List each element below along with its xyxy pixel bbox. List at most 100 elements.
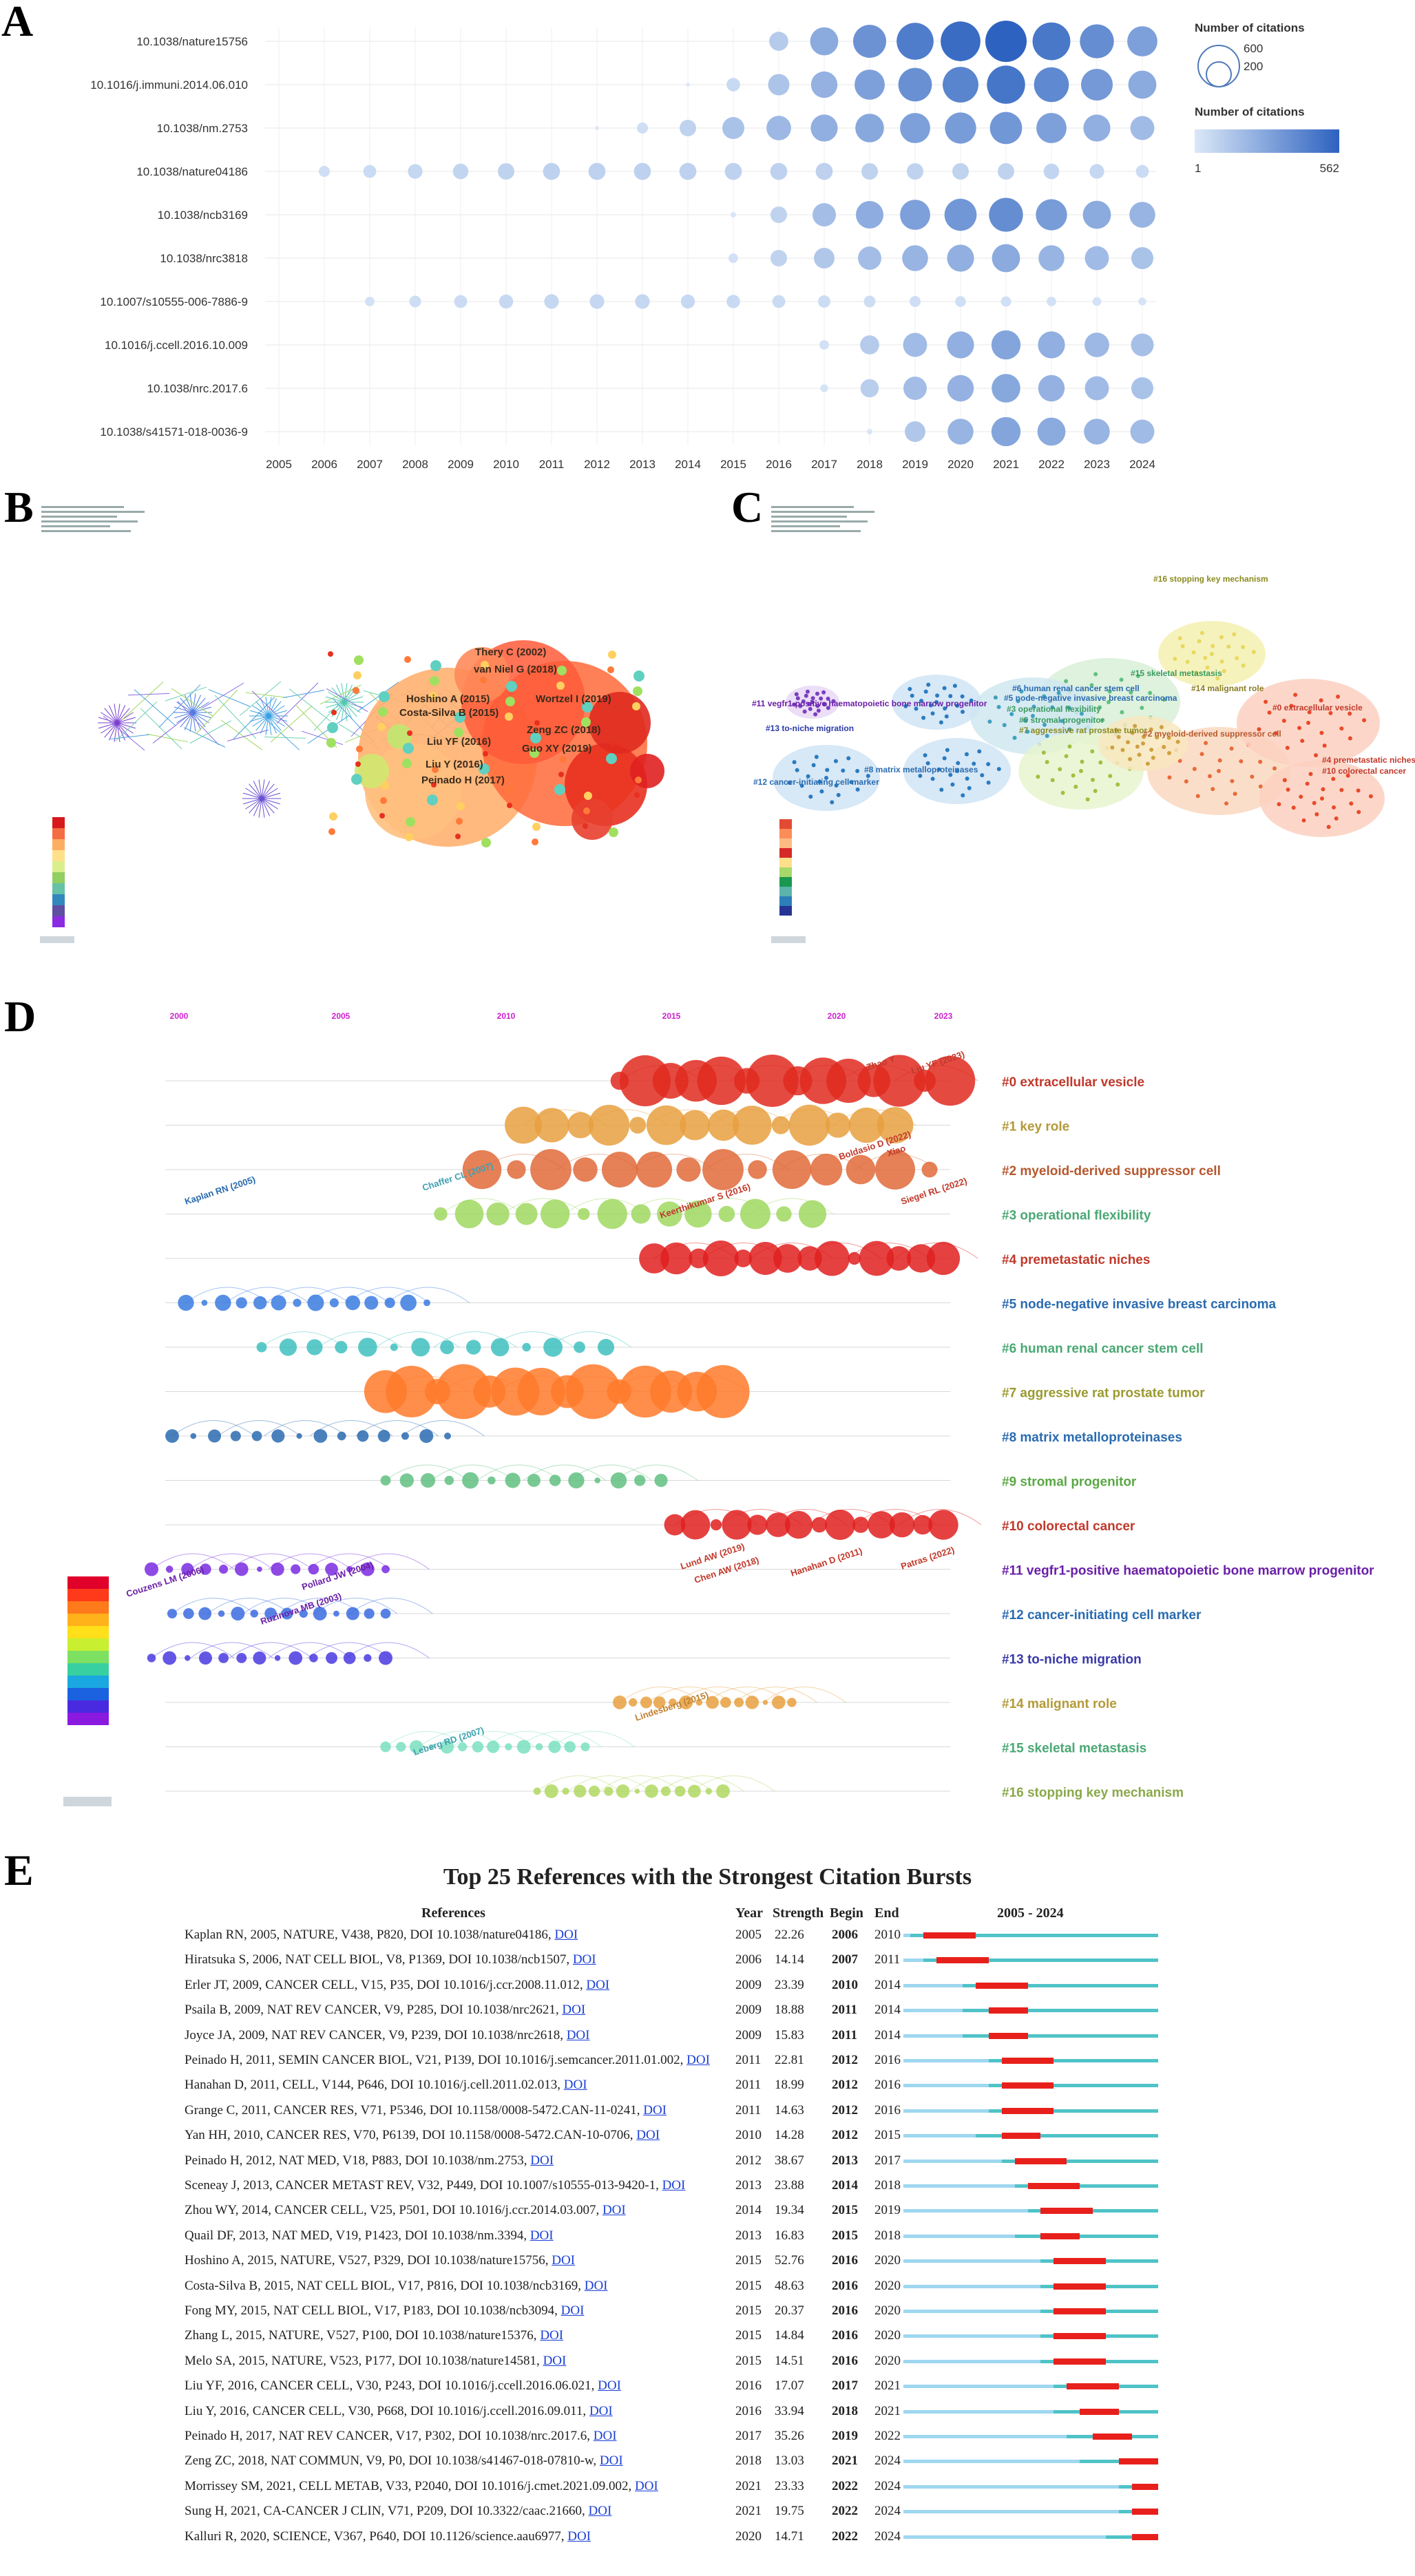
timeline-node: [411, 1338, 430, 1357]
reference-year: 2013: [735, 2178, 762, 2193]
timeline-edge: [771, 1109, 855, 1126]
cluster-node: [960, 694, 965, 699]
citation-bubble: [1080, 24, 1114, 59]
doi-link[interactable]: DOI: [686, 2053, 710, 2067]
reference-year: 2011: [735, 2078, 762, 2093]
cluster-node: [1199, 752, 1204, 757]
citation-bubble: [898, 67, 932, 102]
network-node: [582, 701, 593, 712]
cluster-node: [825, 768, 830, 772]
network-node: [430, 660, 441, 671]
citation-bubble: [1032, 22, 1071, 61]
doi-link[interactable]: DOI: [584, 2278, 608, 2293]
timeline-cluster-label: #4 premetastatic niches: [1002, 1253, 1150, 1267]
timeline-node: [253, 1296, 267, 1310]
timeline-edge: [385, 1375, 469, 1392]
citation-bubble: [863, 295, 876, 308]
timeline-node: [181, 1563, 194, 1576]
cluster-node: [925, 761, 930, 766]
edge: [101, 712, 118, 724]
citation-bubble: [810, 71, 838, 98]
cluster-node: [810, 696, 815, 701]
panel-label-d: D: [4, 992, 36, 1041]
network-node: [355, 761, 361, 767]
citation-bubble: [902, 245, 928, 271]
cluster-node: [1159, 725, 1164, 730]
doi-link[interactable]: DOI: [598, 2378, 621, 2394]
doi-link[interactable]: DOI: [589, 2403, 613, 2418]
doi-link[interactable]: DOI: [602, 2203, 626, 2218]
edge: [245, 798, 262, 810]
doi-link[interactable]: DOI: [593, 2429, 617, 2443]
doi-link[interactable]: DOI: [560, 2303, 585, 2318]
timeline-edge: [619, 1065, 703, 1081]
timeline-node: [178, 1294, 194, 1311]
citation-bubble: [769, 32, 788, 51]
doi-link[interactable]: DOI: [566, 2027, 590, 2042]
timeline-node: [230, 1430, 241, 1442]
timeline-node: [825, 1112, 851, 1138]
timeline-node: [490, 1338, 510, 1357]
burst-begin: 2007: [832, 1952, 858, 1967]
network-node: [635, 777, 642, 783]
network-node: [328, 651, 333, 657]
burst-bar: [1132, 2483, 1158, 2490]
timeline-node: [346, 1607, 359, 1620]
doi-link[interactable]: DOI: [554, 1928, 578, 1942]
edge: [189, 712, 193, 732]
cluster-node: [1162, 745, 1166, 750]
doi-link[interactable]: DOI: [540, 2328, 564, 2343]
timeline-node: [381, 1565, 390, 1574]
burst-bar: [975, 1982, 1028, 1989]
doi-link[interactable]: DOI: [563, 2078, 587, 2093]
cluster-node: [1100, 718, 1105, 723]
doi-link[interactable]: DOI: [530, 2228, 554, 2243]
edge: [116, 708, 130, 724]
citespace-logo: [40, 936, 74, 943]
citation-bubble: [900, 113, 930, 143]
doi-link[interactable]: DOI: [599, 2453, 623, 2469]
doi-link[interactable]: DOI: [572, 1952, 596, 1967]
citation-bubble: [818, 295, 830, 308]
doi-link[interactable]: DOI: [662, 2178, 686, 2193]
timeline-node: [636, 1151, 673, 1188]
cluster-node: [1155, 735, 1160, 740]
doi-link[interactable]: DOI: [530, 2153, 554, 2168]
burst-row: Zeng ZC, 2018, NAT COMMUN, V9, P0, DOI 1…: [0, 2448, 1415, 2474]
timeline-cluster-label: #9 stromal progenitor: [1002, 1475, 1137, 1490]
doi-link[interactable]: DOI: [567, 2529, 591, 2544]
doi-link[interactable]: DOI: [562, 2003, 586, 2018]
timeline-pre: [903, 2409, 1054, 2414]
doi-link[interactable]: DOI: [588, 2504, 612, 2519]
burst-end: 2010: [874, 1928, 901, 1942]
timeline-edge: [569, 1464, 652, 1481]
doi-link[interactable]: DOI: [552, 2253, 576, 2268]
burst-strength: 14.51: [775, 2353, 804, 2368]
timeline-node: [198, 1651, 213, 1665]
node-label: Wortzel I (2019): [536, 693, 611, 705]
cluster-node: [1016, 699, 1020, 704]
bubble-year-labels: 2005 2006 2007 2008 2009 2010 2011 2012 2013 2014…: [266, 458, 1155, 471]
cluster-node: [1151, 755, 1155, 760]
cluster-node: [965, 776, 969, 781]
cluster-node: [795, 696, 800, 701]
timeline-nodes: [145, 1055, 982, 1798]
doi-link[interactable]: DOI: [643, 2102, 667, 2118]
header-strength: Strength: [773, 1905, 824, 1921]
edge: [261, 781, 271, 799]
burst-begin: 2006: [832, 1928, 858, 1942]
doi-link[interactable]: DOI: [636, 2128, 660, 2143]
network-node: [456, 818, 463, 825]
citation-bubble: [1131, 333, 1154, 357]
cluster-node: [866, 774, 870, 779]
edge: [152, 710, 195, 743]
timeline-node: [577, 1207, 590, 1221]
doi-link[interactable]: DOI: [586, 1977, 610, 1992]
doi-link[interactable]: DOI: [634, 2478, 658, 2493]
network-node: [351, 774, 362, 785]
burst-row: Yan HH, 2010, CANCER RES, V70, P6139, DO…: [0, 2122, 1415, 2149]
doi-link[interactable]: DOI: [543, 2353, 567, 2368]
burst-end: 2021: [874, 2403, 901, 2418]
year-label: 2024: [1129, 458, 1155, 471]
reference-text: Hoshino A, 2015, NATURE, V527, P329, DOI…: [185, 2253, 576, 2268]
